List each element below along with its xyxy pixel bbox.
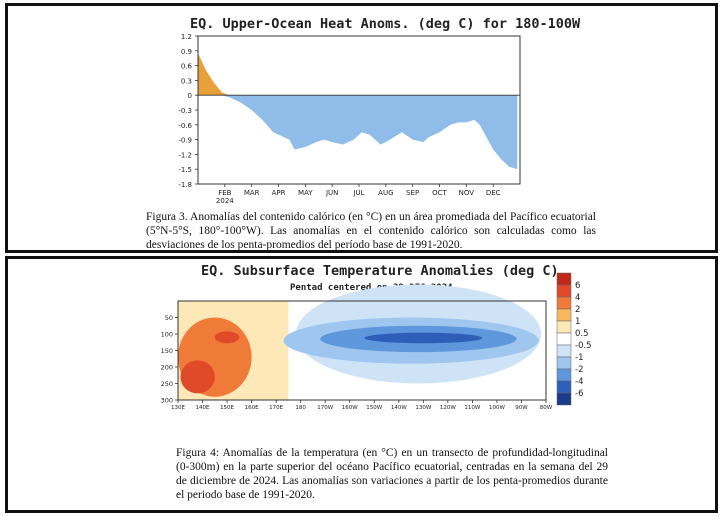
x-tick-label: 180 [295, 405, 306, 411]
figure3-panel: EQ. Upper-Ocean Heat Anoms. (deg C) for … [5, 3, 718, 253]
x-tick-label: 140W [391, 405, 407, 411]
colorbar-swatch [556, 272, 572, 286]
figure3-chart: 1.2 0.9 0.6 0.3 0 -0.3 -0.6 -0.9 -1.2 -1.5 -1.8 FEB… [178, 33, 521, 203]
negative-anomaly-area [198, 95, 518, 170]
figure4-caption: Figura 4: Anomalías de la temperatura (e… [176, 447, 608, 501]
x-tick-label: 140E [196, 405, 210, 411]
positive-anomaly-area [198, 53, 518, 96]
figure4-panel: EQ. Subsurface Temperature Anomalies (de… [5, 256, 718, 513]
y-tick-label: 1.2 [181, 33, 192, 41]
colorbar-label: -0.5 [575, 341, 592, 351]
y-tick-label: -0.3 [178, 107, 192, 115]
x-tick-label: DEC [486, 189, 501, 197]
x-tick-label: MAR [244, 189, 260, 197]
y-tick-label: -1.5 [178, 166, 192, 174]
x-tick-label: SEP [406, 189, 419, 197]
cold-anomaly-region [364, 332, 483, 344]
colorbar-swatch [556, 380, 572, 394]
y-tick-label: 250 [161, 380, 173, 388]
y-tick-label: 300 [161, 397, 173, 405]
x-tick-label: NOV [459, 189, 475, 197]
colorbar-label: 1 [575, 317, 580, 327]
x-tick-label: OCT [432, 189, 447, 197]
y-tick-label: 0.9 [181, 48, 192, 56]
warm-anomaly-region [180, 360, 215, 394]
y-tick-label: -0.9 [178, 137, 192, 145]
x-tick-label: 80W [540, 405, 553, 411]
colorbar-swatch [556, 344, 572, 358]
colorbar-label: -4 [575, 377, 583, 387]
colorbar-swatch [556, 368, 572, 382]
colorbar-label: 4 [575, 293, 580, 303]
colorbar-label: 2 [575, 305, 580, 315]
y-tick-label: -1.8 [178, 181, 192, 189]
x-tick-label: JUL [352, 189, 364, 197]
x-tick-label: 120W [440, 405, 456, 411]
y-tick-label: 150 [161, 347, 173, 355]
colorbar-swatch [556, 320, 572, 334]
colorbar-swatch [556, 308, 572, 322]
x-tick-label: 90W [515, 405, 528, 411]
figure3-caption: Figura 3. Anomalías del contenido calóri… [146, 211, 596, 251]
colorbar-label: 6 [575, 281, 580, 291]
x-tick-label: 160E [245, 405, 259, 411]
x-tick-label: 150W [366, 405, 382, 411]
x-tick-label: 170E [269, 405, 283, 411]
x-tick-label: APR [272, 189, 286, 197]
figure3-title: EQ. Upper-Ocean Heat Anoms. (deg C) for … [190, 16, 581, 32]
x-tick-label: 170W [317, 405, 333, 411]
x-tick-label: FEB [218, 189, 231, 197]
x-tick-label: 130E [171, 405, 185, 411]
x-tick-label: AUG [378, 189, 393, 197]
x-tick-label: 150E [220, 405, 234, 411]
colorbar-label: -2 [575, 365, 583, 375]
y-tick-label: 50 [165, 314, 173, 322]
colorbar-swatch [556, 296, 572, 310]
figure4-title: EQ. Subsurface Temperature Anomalies (de… [201, 263, 559, 279]
x-tick-label: 100W [489, 405, 505, 411]
y-tick-label: -0.6 [178, 122, 192, 130]
colorbar-label: -1 [575, 353, 583, 363]
y-tick-label: 0 [188, 92, 192, 100]
colorbar-label: -6 [575, 389, 583, 399]
colorbar-swatch [556, 356, 572, 370]
x-tick-label: 130W [415, 405, 431, 411]
x-tick-label: JUN [325, 189, 338, 197]
warm-anomaly-region [214, 331, 240, 344]
colorbar-label: 0.5 [575, 329, 589, 339]
colorbar-swatch [556, 392, 572, 406]
y-tick-label: 0.3 [181, 77, 192, 85]
figure4-subtitle: Pentad centered on 29 DEC 2024 [290, 283, 453, 293]
colorbar-swatch [556, 284, 572, 298]
y-tick-label: -1.2 [178, 151, 192, 159]
y-tick-label: 0.6 [181, 63, 193, 71]
year-label: 2024 [216, 197, 234, 203]
x-tick-label: MAY [298, 189, 313, 197]
x-tick-label: 110W [464, 405, 480, 411]
y-tick-label: 200 [161, 364, 173, 372]
colorbar-swatch [556, 332, 572, 346]
x-tick-label: 160W [342, 405, 358, 411]
y-tick-label: 100 [161, 331, 173, 339]
